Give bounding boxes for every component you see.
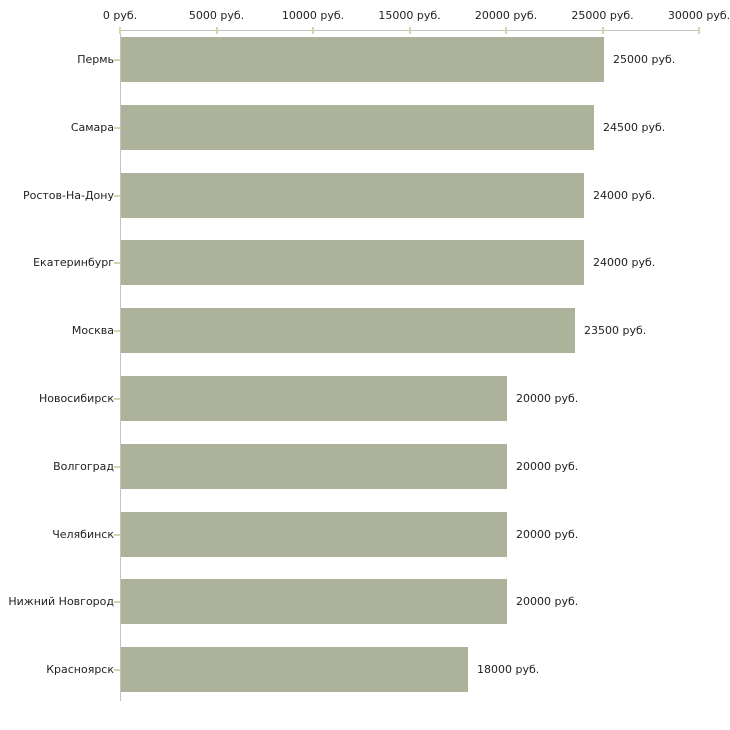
x-axis-tick-mark [119, 27, 121, 34]
y-axis-tick-mark [114, 669, 120, 671]
value-label: 18000 руб. [477, 663, 540, 676]
x-axis-tick-label: 20000 руб. [474, 9, 538, 22]
category-label: Ростов-На-Дону [22, 189, 114, 202]
y-axis-tick-mark [114, 59, 120, 61]
value-label: 23500 руб. [584, 324, 647, 337]
y-axis-tick-mark [114, 262, 120, 264]
x-axis-tick-mark [408, 27, 411, 34]
y-axis-tick-mark [114, 127, 120, 129]
bar [121, 579, 507, 624]
value-label: 20000 руб. [516, 460, 579, 473]
value-label: 20000 руб. [516, 392, 579, 405]
y-axis-tick-mark [114, 195, 120, 197]
x-axis-tick-label: 5000 руб. [188, 9, 245, 22]
y-axis-tick-mark [114, 466, 120, 468]
y-axis-tick-mark [114, 330, 120, 332]
bar [121, 37, 604, 82]
x-axis-tick-mark [698, 27, 700, 34]
x-axis-tick-label: 30000 руб. [667, 9, 730, 22]
category-label: Волгоград [53, 460, 114, 473]
category-label: Челябинск [52, 528, 114, 541]
x-axis-tick-mark [601, 27, 604, 34]
bar [121, 376, 507, 421]
bar [121, 308, 575, 353]
x-axis-tick-label: 10000 руб. [281, 9, 345, 22]
x-axis-tick-mark [312, 27, 314, 34]
value-label: 24500 руб. [603, 121, 666, 134]
value-label: 25000 руб. [613, 53, 676, 66]
value-label: 20000 руб. [516, 528, 579, 541]
category-label: Новосибирск [38, 392, 114, 405]
bar [121, 105, 594, 150]
value-label: 20000 руб. [516, 595, 579, 608]
category-label: Пермь [77, 53, 114, 66]
bar [121, 444, 507, 489]
y-axis-tick-mark [114, 601, 120, 603]
x-axis-tick-label: 15000 руб. [378, 9, 441, 22]
category-label: Самара [70, 121, 114, 134]
value-label: 24000 руб. [593, 256, 656, 269]
y-axis-line [120, 30, 121, 701]
bar [121, 173, 584, 218]
x-axis-tick-mark [505, 27, 507, 34]
x-axis-tick-mark [215, 27, 218, 34]
bar [121, 647, 468, 692]
y-axis-tick-mark [114, 398, 120, 400]
value-label: 24000 руб. [593, 189, 656, 202]
bar [121, 240, 584, 285]
category-label: Нижний Новгород [8, 595, 114, 608]
x-axis-tick-label: 25000 руб. [571, 9, 634, 22]
y-axis-tick-mark [114, 534, 120, 536]
category-label: Красноярск [46, 663, 114, 676]
category-label: Москва [71, 324, 114, 337]
category-label: Екатеринбург [33, 256, 114, 269]
x-axis-tick-label: 0 руб. [102, 9, 138, 22]
bar [121, 512, 507, 557]
